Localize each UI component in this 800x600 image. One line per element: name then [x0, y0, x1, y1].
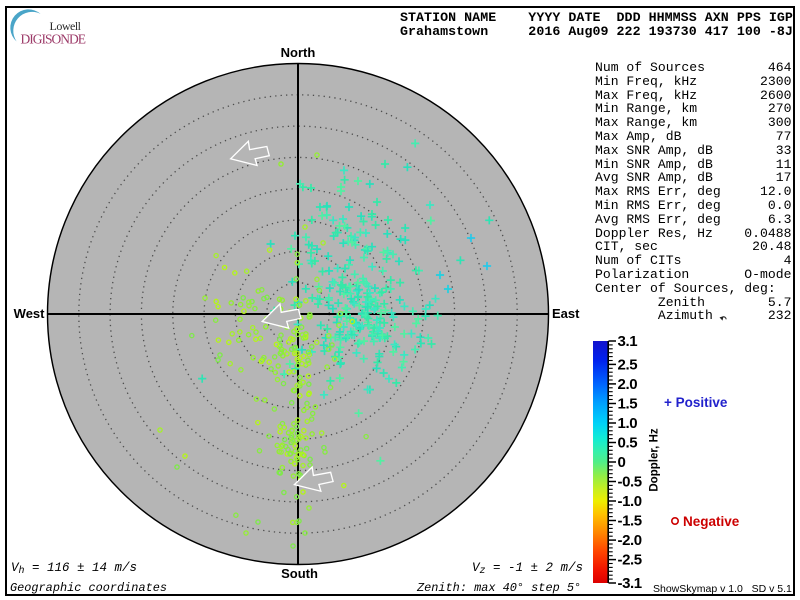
svg-text:3.1: 3.1: [618, 333, 638, 350]
svg-text:1.5: 1.5: [618, 396, 638, 413]
svg-text:1.0: 1.0: [618, 415, 638, 432]
svg-text:+ Positive: + Positive: [664, 395, 728, 410]
svg-text:Lowell: Lowell: [50, 19, 82, 33]
svg-text:DIGISONDE: DIGISONDE: [21, 32, 86, 47]
svg-text:0.5: 0.5: [618, 435, 638, 452]
svg-text:South: South: [281, 566, 318, 581]
svg-text:North: North: [281, 45, 316, 60]
svg-text:2.5: 2.5: [618, 356, 638, 373]
svg-text:0: 0: [618, 454, 626, 471]
svg-text:2.0: 2.0: [618, 376, 638, 393]
svg-text:Negative: Negative: [683, 514, 740, 529]
svg-text:-1.5: -1.5: [618, 513, 642, 530]
svg-text:-2.0: -2.0: [618, 532, 642, 549]
svg-text:-2.5: -2.5: [618, 552, 642, 569]
svg-text:-0.5: -0.5: [618, 474, 642, 491]
svg-text:East: East: [552, 306, 580, 321]
svg-text:Doppler, Hz: Doppler, Hz: [649, 428, 661, 492]
svg-text:-3.1: -3.1: [618, 575, 642, 592]
svg-text:-1.0: -1.0: [618, 493, 642, 510]
svg-text:West: West: [14, 306, 45, 321]
